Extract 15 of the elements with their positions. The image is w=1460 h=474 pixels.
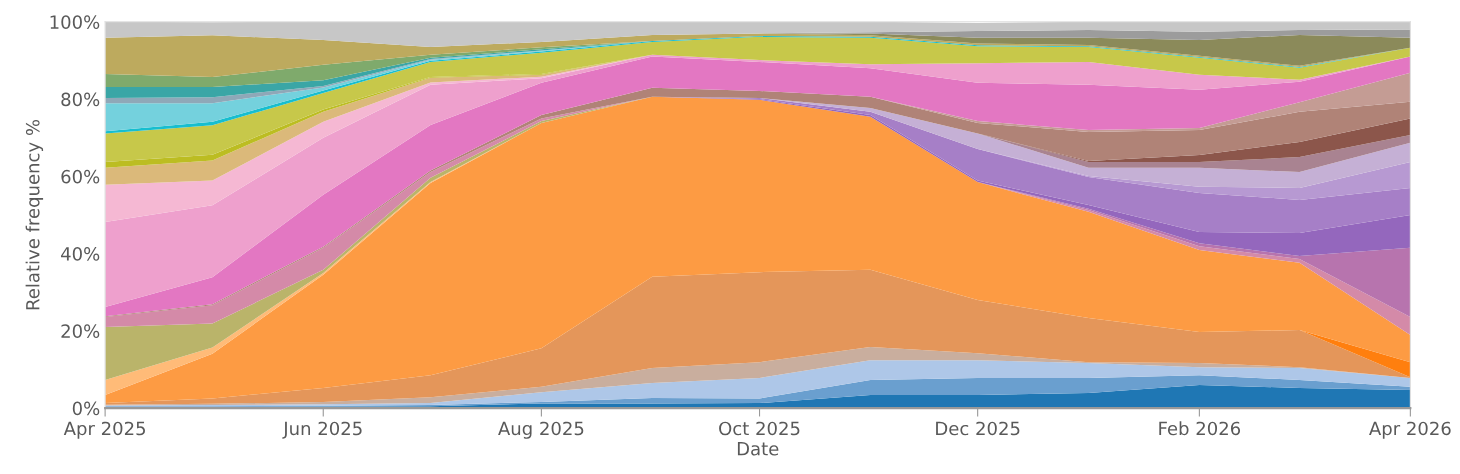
y-tick-label: 60% xyxy=(61,169,100,184)
x-axis-title: Date xyxy=(737,442,779,456)
y-tick-label: 0% xyxy=(72,401,100,416)
x-tick-label: Apr 2026 xyxy=(1369,421,1451,439)
y-tick-label: 100% xyxy=(50,15,100,29)
x-tick-label: Apr 2025 xyxy=(63,421,146,439)
x-tick-label: Feb 2026 xyxy=(1159,421,1241,436)
x-tick-label: Aug 2025 xyxy=(498,421,584,439)
y-tick-label: 20% xyxy=(61,324,100,338)
x-tick-label: Dec 2025 xyxy=(936,421,1020,436)
y-tick-label: 40% xyxy=(61,247,100,261)
y-tick-label: 80% xyxy=(61,92,100,107)
y-axis-title: Relative frequency % xyxy=(25,119,44,310)
x-tick-label: Oct 2025 xyxy=(719,421,800,436)
x-tick-label: Jun 2025 xyxy=(282,421,362,439)
